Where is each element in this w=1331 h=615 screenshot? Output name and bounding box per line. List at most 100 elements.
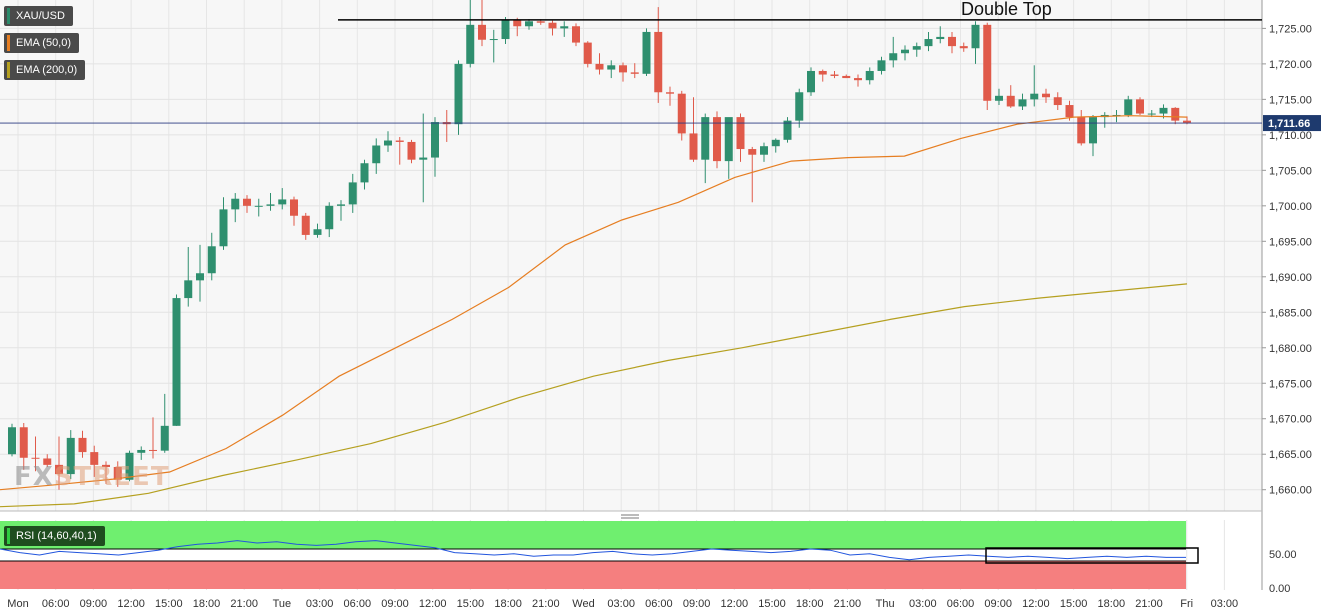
candle-body [736, 117, 745, 150]
candle-body [689, 133, 698, 160]
candle-body [8, 427, 16, 455]
double-top-label: Double Top [961, 0, 1052, 19]
y-tick-label: 1,705.00 [1269, 165, 1312, 177]
y-tick-label: 1,715.00 [1269, 94, 1312, 106]
x-tick-label: 21:00 [834, 598, 862, 610]
candle-body [1018, 99, 1027, 107]
rsi-tick-label: 0.00 [1269, 583, 1290, 595]
y-tick-label: 1,675.00 [1269, 378, 1312, 390]
plot-background [0, 0, 1262, 511]
candle-body [254, 205, 263, 207]
candle-body [525, 21, 533, 27]
candle-body [971, 24, 980, 49]
y-tick-label: 1,700.00 [1269, 201, 1312, 213]
candle-body [78, 437, 87, 453]
x-tick-label: 21:00 [1135, 598, 1163, 610]
x-tick-label: 09:00 [381, 598, 409, 610]
candle-body [1042, 93, 1050, 98]
symbol-tag[interactable]: XAU/USD [4, 6, 73, 26]
candle-body [877, 60, 886, 71]
candle-body [666, 92, 674, 94]
ema50-tag[interactable]: EMA (50,0) [4, 33, 80, 53]
candle-body [313, 229, 322, 235]
y-tick-label: 1,720.00 [1269, 59, 1312, 71]
x-tick-label: 03:00 [607, 598, 635, 610]
ema50-line [0, 115, 1188, 491]
candle-body [454, 63, 463, 125]
candle-body [901, 49, 909, 54]
candle-body [654, 31, 663, 93]
ema200-tag[interactable]: EMA (200,0) [4, 60, 86, 80]
x-tick-label: 18:00 [796, 598, 824, 610]
candle-body [43, 458, 52, 465]
x-tick-label: 03:00 [1211, 598, 1239, 610]
x-tick-label: 18:00 [494, 598, 522, 610]
x-tick-label: 21:00 [230, 598, 258, 610]
x-tick-label: 09:00 [80, 598, 108, 610]
candle-body [583, 42, 592, 64]
candle-body [125, 452, 134, 480]
rsi-tick-label: 50.00 [1269, 549, 1297, 561]
candle-body [1006, 95, 1015, 107]
candle-body [983, 24, 992, 101]
candle-body [1183, 120, 1191, 123]
x-tick-label: 15:00 [1060, 598, 1088, 610]
rsi-neutral-zone [0, 549, 1186, 561]
ema200-line [0, 283, 1188, 508]
rsi-line [0, 540, 1186, 561]
rsi-label: RSI (14,60,40,1) [16, 530, 97, 542]
candle-body [677, 93, 686, 134]
candle-body [630, 72, 639, 74]
candle-body [66, 437, 75, 475]
candle-body [548, 22, 557, 29]
candle-body [407, 141, 416, 160]
candle-body [102, 464, 110, 467]
x-tick-label: 15:00 [155, 598, 183, 610]
x-tick-label: Fri [1180, 598, 1193, 610]
x-tick-label: 12:00 [419, 598, 447, 610]
y-tick-label: 1,660.00 [1269, 485, 1312, 497]
candle-body [795, 92, 804, 121]
x-tick-label: 12:00 [721, 598, 749, 610]
rsi-overbought-zone [0, 521, 1186, 549]
candle-body [912, 46, 921, 50]
candle-body [842, 75, 851, 79]
x-tick-label: 15:00 [457, 598, 485, 610]
candle-body [889, 53, 898, 61]
rsi-swatch [7, 528, 10, 544]
candle-body [207, 246, 216, 274]
rsi-tag[interactable]: RSI (14,60,40,1) [4, 526, 105, 546]
candle-body [431, 122, 439, 158]
candle-body [572, 26, 580, 43]
candle-body [595, 63, 604, 70]
x-tick-label: Thu [876, 598, 895, 610]
candle-body [243, 198, 251, 206]
candle-body [466, 24, 475, 64]
candle-body [1159, 107, 1168, 114]
candle-body [19, 427, 28, 458]
candle-body [231, 198, 240, 210]
x-tick-label: 09:00 [683, 598, 711, 610]
candle-body [384, 140, 392, 146]
candle-body [1171, 107, 1180, 121]
candle-body [959, 46, 968, 49]
y-tick-label: 1,680.00 [1269, 343, 1312, 355]
candle-body [936, 36, 945, 40]
ema200-swatch [7, 62, 10, 78]
candle-body [865, 70, 874, 81]
ema50-swatch [7, 35, 10, 51]
symbol-swatch [7, 8, 10, 24]
x-tick-label: 03:00 [909, 598, 937, 610]
x-tick-label: Tue [273, 598, 292, 610]
axis-background [1262, 0, 1331, 615]
candle-body [1124, 99, 1133, 115]
candle-body [419, 157, 428, 160]
candle-body [31, 457, 40, 459]
candle-body [642, 31, 651, 74]
candle-body [55, 464, 63, 475]
candle-body [1136, 99, 1144, 114]
x-tick-label: 12:00 [117, 598, 145, 610]
candle-body [1077, 117, 1086, 144]
candle-body [807, 70, 815, 93]
